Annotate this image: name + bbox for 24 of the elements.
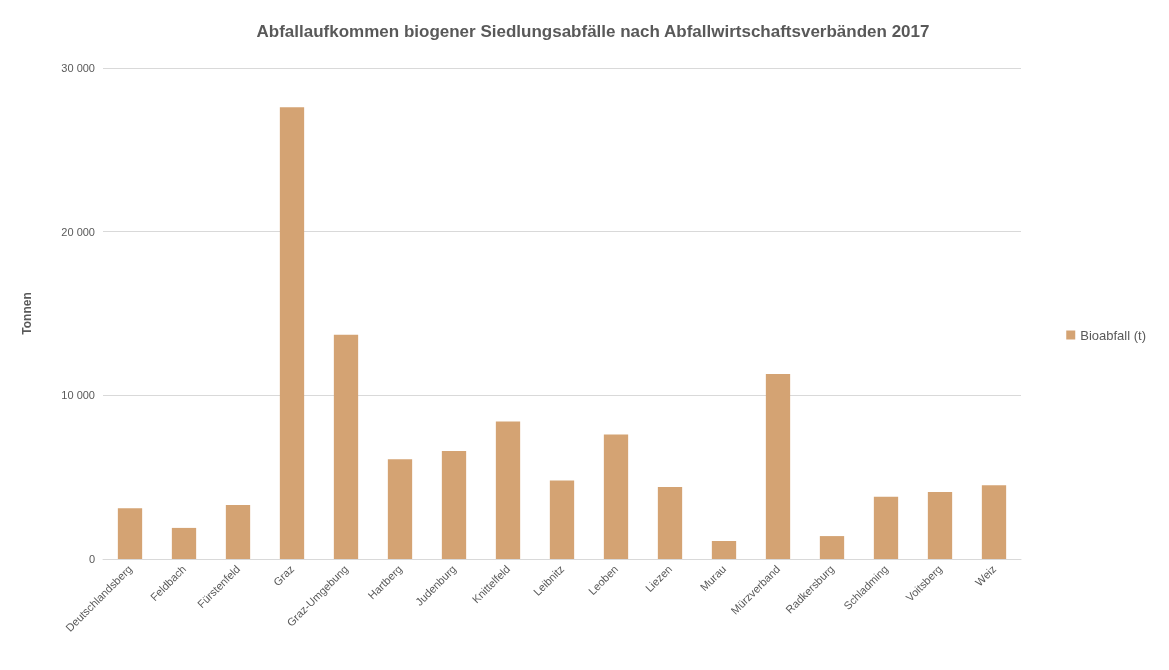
bar: [333, 334, 359, 559]
bar: [981, 485, 1007, 559]
bar: [441, 450, 467, 559]
y-axis-title: Tonnen: [20, 292, 34, 335]
bar: [279, 107, 305, 559]
bar: [819, 536, 845, 559]
bar: [765, 374, 791, 559]
bar: [927, 491, 953, 559]
bar: [225, 504, 251, 559]
y-tick-label: 20 000: [61, 225, 95, 238]
bar: [603, 434, 629, 559]
y-tick-label: 10 000: [61, 389, 95, 402]
bar: [873, 496, 899, 559]
chart-title: Abfallaufkommen biogener Siedlungsabfälle nach Abfallwirtschaftsverbänden 2017: [256, 22, 930, 41]
bar: [495, 421, 521, 559]
bar: [171, 527, 197, 559]
bar: [657, 486, 683, 559]
bar: [711, 541, 737, 559]
legend-label: Bioabfall (t): [1080, 327, 1146, 343]
bar: [117, 508, 143, 559]
y-tick-label: 0: [88, 553, 95, 565]
bar: [387, 459, 413, 559]
y-tick-label: 30 000: [61, 62, 95, 74]
bar: [549, 480, 575, 559]
